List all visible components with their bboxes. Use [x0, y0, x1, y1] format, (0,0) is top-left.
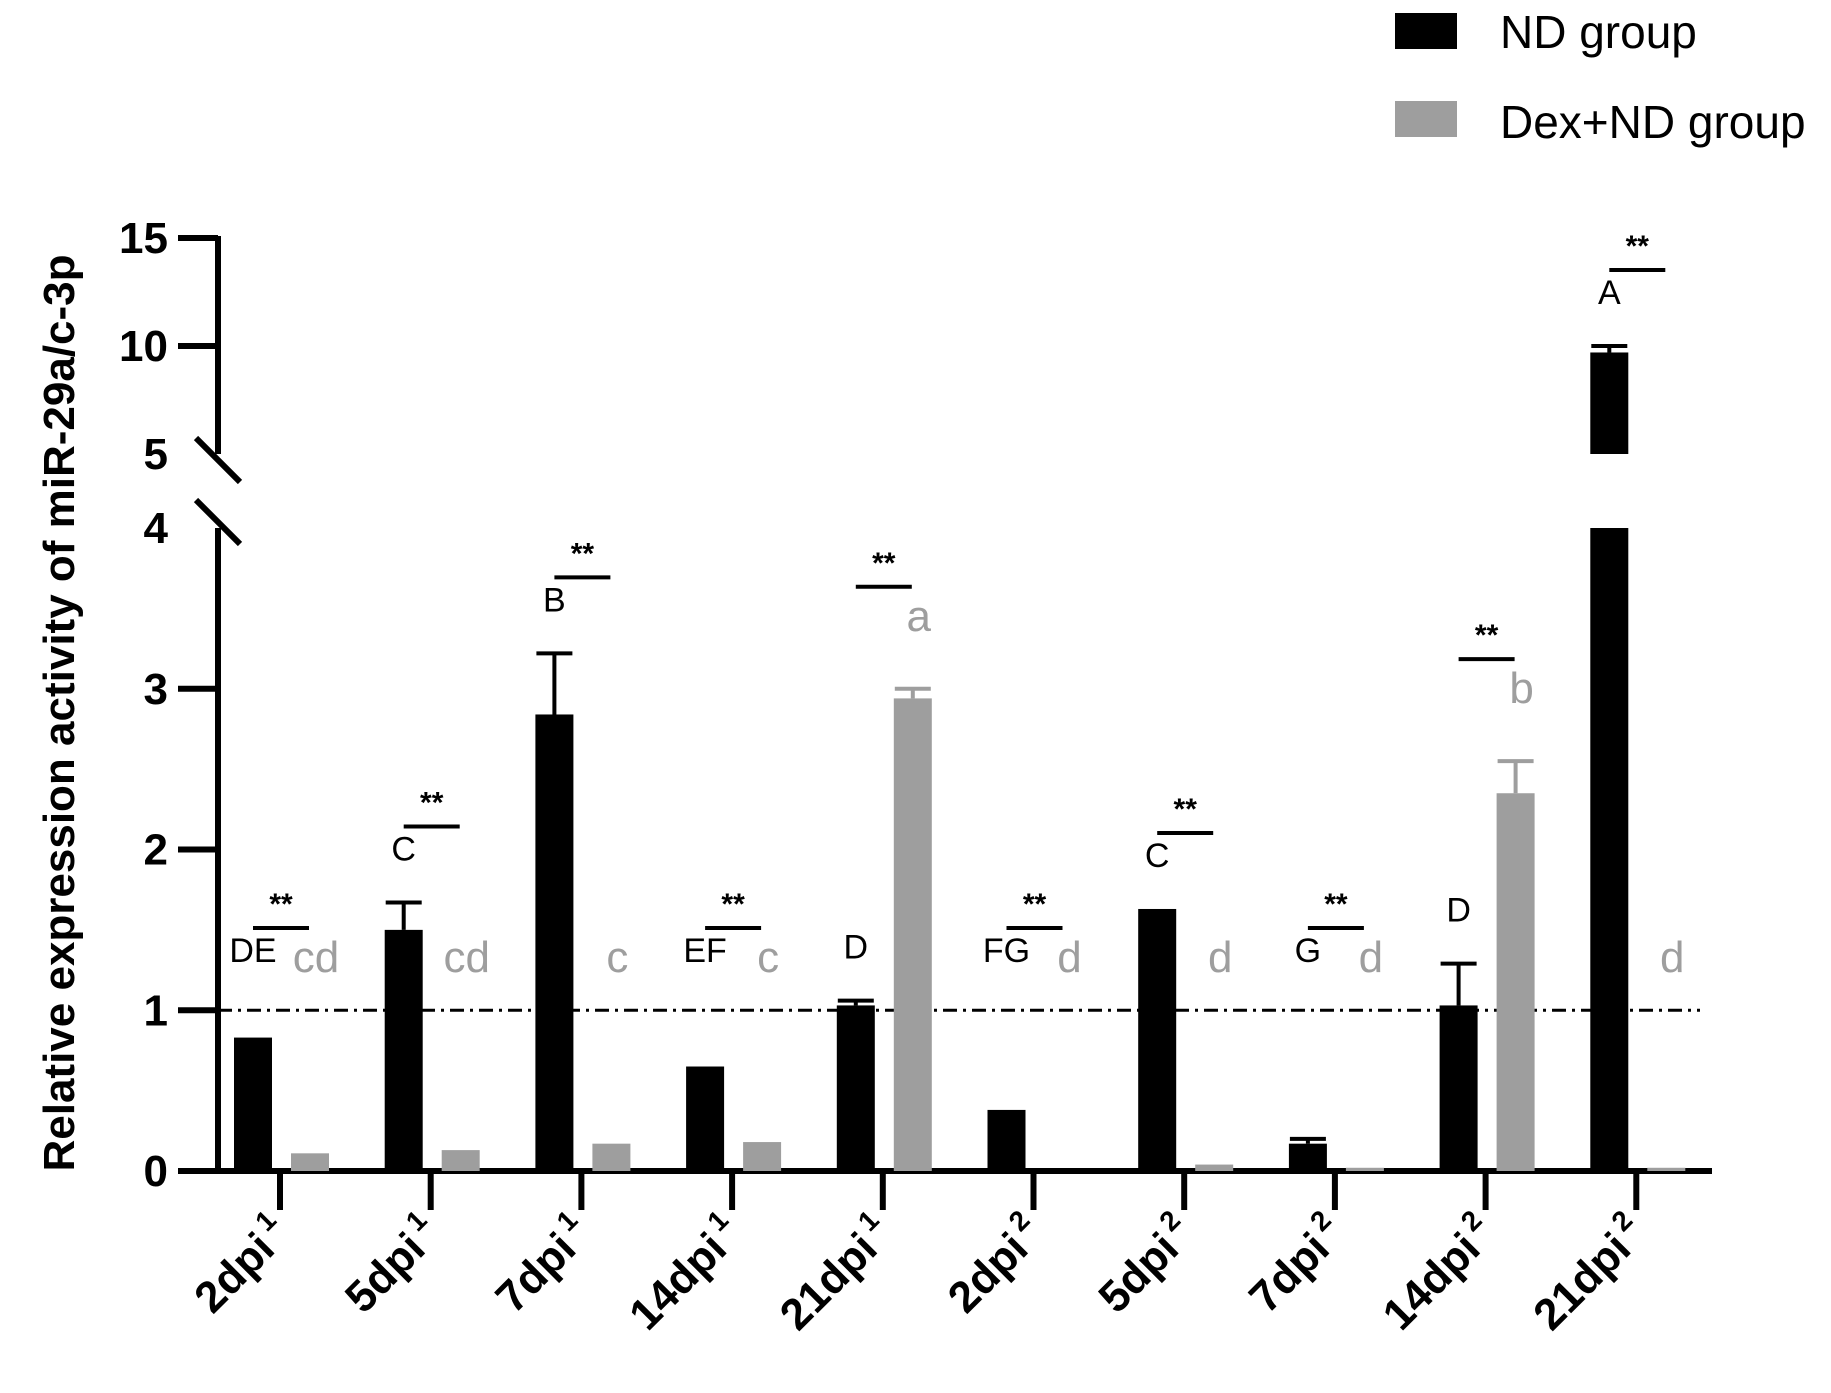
bar-dex [1195, 1164, 1234, 1171]
letter-label-nd: EF [683, 932, 726, 970]
legend-label-nd: ND group [1500, 6, 1697, 58]
bar-nd [836, 1005, 875, 1171]
y-tick-label: 1 [144, 986, 168, 1035]
significance-stars: ** [1023, 888, 1047, 921]
y-axis-label-group: Relative expression activity of miR-29a/… [35, 254, 84, 1171]
significance-stars: ** [269, 888, 293, 921]
legend-label-dex: Dex+ND group [1500, 96, 1806, 148]
legend-swatch-nd [1395, 13, 1457, 49]
letter-label-dex: a [907, 592, 932, 641]
bar-nd [1288, 1143, 1327, 1171]
x-tick-label: 21dpi2 [1520, 1204, 1655, 1339]
letter-label-dex: c [757, 933, 779, 982]
x-tick-label: 5dpi2 [1085, 1204, 1203, 1322]
letter-label-nd: DE [229, 932, 276, 970]
bar-dex [893, 698, 932, 1171]
bar-nd [234, 1037, 272, 1171]
y-tick-label: 5 [144, 430, 168, 479]
significance-stars: ** [872, 547, 896, 580]
letter-label-nd: A [1598, 274, 1621, 312]
x-tick-label: 7dpi1 [482, 1204, 600, 1322]
significance-stars: ** [721, 888, 745, 921]
letter-label-dex: d [1208, 933, 1232, 982]
axis-break-mark-lower [193, 497, 243, 547]
letter-label-nd: C [391, 831, 416, 869]
bar-nd [384, 929, 423, 1171]
legend: ND group Dex+ND group [1395, 6, 1806, 148]
bar-dex [291, 1153, 329, 1171]
bar-dex [1496, 793, 1535, 1171]
y-tick-label: 3 [144, 665, 168, 714]
letter-label-dex: cd [443, 933, 489, 982]
bar-dex [1345, 1167, 1384, 1171]
letter-label-dex: c [606, 933, 628, 982]
letter-label-nd: D [1446, 892, 1471, 930]
x-tick-label: 2dpi2 [934, 1204, 1052, 1322]
significance-stars: ** [1475, 619, 1499, 652]
legend-swatch-dex [1395, 101, 1457, 137]
letter-label-nd: D [844, 929, 869, 967]
y-tick-label: 2 [144, 826, 168, 875]
y-tick-label: 4 [144, 504, 169, 553]
bar-nd [535, 714, 574, 1171]
bar-dex [441, 1150, 480, 1171]
y-axis-label: Relative expression activity of miR-29a/… [35, 254, 84, 1171]
y-tick-label: 0 [144, 1147, 168, 1196]
letter-label-dex: d [1660, 933, 1684, 982]
bar-nd [987, 1109, 1026, 1171]
bar-dex [1647, 1167, 1686, 1171]
letter-label-dex: d [1057, 933, 1081, 982]
bar-dex [743, 1142, 782, 1171]
letter-label-nd: B [543, 581, 566, 619]
bar-nd [1138, 908, 1177, 1171]
significance-stars: ** [420, 787, 444, 820]
x-tick-label: 7dpi2 [1236, 1204, 1354, 1322]
y-tick-label: 15 [119, 214, 168, 263]
axis-break-mark-upper [193, 435, 243, 485]
bar-dex [592, 1143, 631, 1171]
x-tick-label: 5dpi1 [332, 1204, 450, 1322]
x-tick-label: 14dpi2 [1369, 1204, 1504, 1339]
letter-label-nd: C [1145, 837, 1170, 875]
significance-stars: ** [1626, 230, 1650, 263]
x-tick-label: 2dpi1 [181, 1204, 299, 1322]
bar-nd [686, 1066, 725, 1171]
letter-label-dex: cd [293, 933, 339, 982]
x-tick-label: 14dpi1 [616, 1204, 751, 1339]
letter-label-dex: d [1359, 933, 1383, 982]
letter-label-nd: FG [983, 932, 1030, 970]
letter-label-nd: G [1295, 932, 1321, 970]
significance-stars: ** [1324, 888, 1348, 921]
significance-stars: ** [1174, 793, 1198, 826]
x-tick-label: 21dpi1 [766, 1204, 901, 1339]
significance-stars: ** [571, 537, 595, 570]
bar-nd [1590, 352, 1629, 454]
letter-label-dex: b [1509, 664, 1533, 713]
bar-nd [1439, 1005, 1478, 1171]
y-tick-label: 10 [119, 322, 168, 371]
bar-nd-lower [1590, 528, 1629, 1171]
